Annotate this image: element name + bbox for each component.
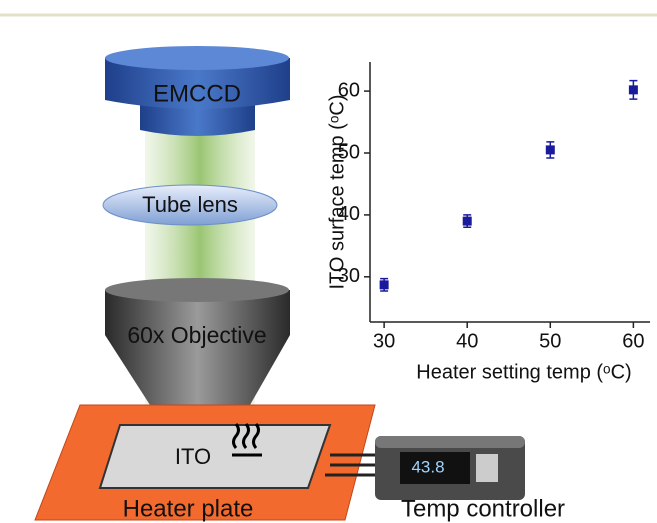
- tube-lens: [102, 184, 278, 226]
- x-tick-label: 40: [456, 330, 478, 352]
- objective-top: [105, 278, 289, 302]
- label: Tube lens: [142, 192, 238, 217]
- x-axis-label: Heater setting temp (ᵒC): [416, 361, 631, 383]
- x-tick-label: 60: [622, 330, 644, 352]
- objective: [105, 290, 290, 405]
- point: [628, 85, 638, 95]
- label: EMCCD: [153, 80, 241, 107]
- y-tick-label: 40: [338, 203, 360, 225]
- point: [379, 280, 389, 290]
- ito-slab: [98, 424, 332, 489]
- label: ITO: [175, 444, 211, 469]
- point: [545, 145, 555, 155]
- x-tick-label: 50: [539, 330, 561, 352]
- label: Heater plate: [123, 495, 254, 522]
- y-tick-label: 60: [338, 79, 360, 101]
- controller-top: [375, 436, 525, 448]
- emccd-top: [105, 46, 289, 70]
- emccd-neck: [140, 100, 255, 136]
- label: 60x Objective: [127, 322, 266, 348]
- buttons: [476, 454, 498, 482]
- point: [462, 216, 472, 226]
- display-reading: 43.8: [411, 457, 444, 476]
- label: Temp controller: [401, 495, 565, 522]
- y-tick-label: 30: [338, 265, 360, 287]
- x-tick-label: 30: [373, 330, 395, 352]
- chart: Heater setting temp (ᵒC) ITO surface tem…: [326, 62, 650, 383]
- y-tick-label: 50: [338, 141, 360, 163]
- heater-icon: [232, 423, 262, 457]
- y-axis-label: ITO surface temp (ᵒC): [326, 95, 348, 290]
- display: [400, 452, 470, 484]
